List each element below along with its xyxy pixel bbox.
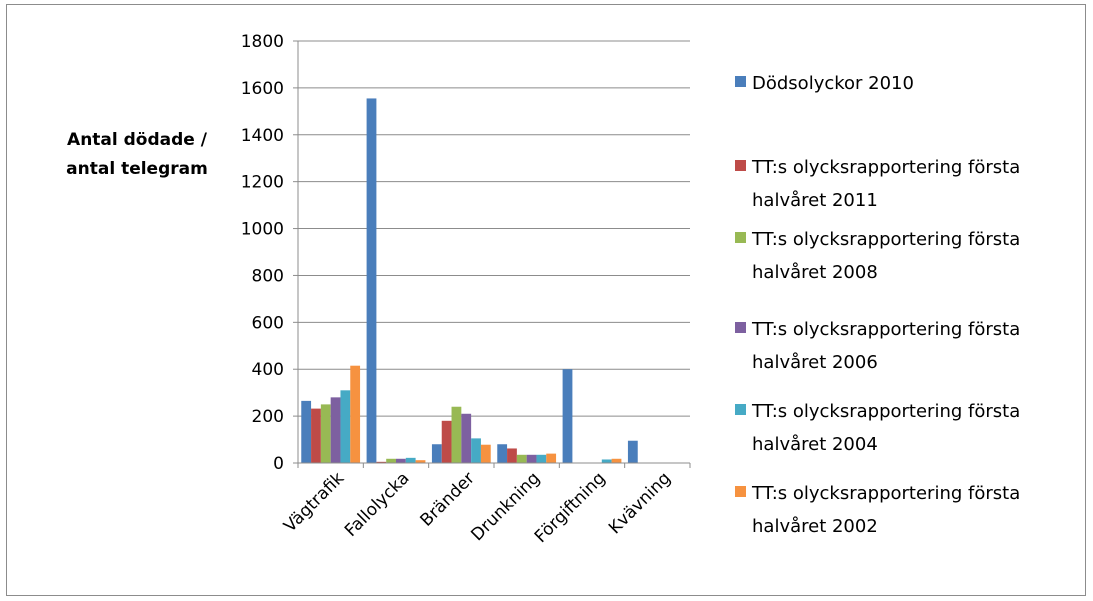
legend-label: Dödsolyckor 2010 <box>752 73 914 94</box>
legend-label: halvåret 2008 <box>752 262 878 283</box>
category-label: Vägtrafik <box>280 468 348 536</box>
bar <box>386 458 396 463</box>
y-axis-label-line: Antal dödade / <box>67 130 208 150</box>
legend-label: halvåret 2011 <box>752 190 878 211</box>
bar <box>330 397 341 463</box>
gridlines <box>293 40 690 464</box>
bar <box>311 408 321 463</box>
legend-label: TT:s olycksrapportering första <box>751 483 1020 504</box>
bar <box>546 453 557 463</box>
y-tick-label: 1400 <box>241 126 284 146</box>
bar <box>627 440 638 463</box>
bar <box>526 454 537 463</box>
bar <box>601 459 612 463</box>
y-tick-label: 1000 <box>241 220 284 240</box>
bar-chart: 0 200 400 600 800 1000 1200 1400 1600 1800 Vägtra… <box>66 32 1020 547</box>
y-tick-label: 400 <box>252 360 284 380</box>
category-label: Bränder <box>417 468 479 530</box>
legend-swatch <box>735 322 746 333</box>
legend-label: TT:s olycksrapportering första <box>751 229 1020 250</box>
category-label: Kvävning <box>605 468 675 538</box>
bar <box>350 365 361 463</box>
y-tick-label: 1200 <box>241 173 284 193</box>
legend-swatch <box>735 404 746 415</box>
bar <box>497 444 508 463</box>
bar <box>366 98 377 463</box>
legend-swatch <box>735 232 746 243</box>
category-label: Fallolycka <box>341 468 414 541</box>
y-tick-label: 0 <box>273 454 284 474</box>
y-axis-label: Antal dödade / antal telegram <box>66 130 208 179</box>
axes <box>297 41 691 468</box>
bar <box>451 406 462 463</box>
legend-label: halvåret 2004 <box>752 434 878 455</box>
bar <box>562 369 573 463</box>
y-tick-label: 200 <box>252 407 284 427</box>
legend-swatch <box>735 160 746 171</box>
bar <box>471 438 481 463</box>
bar <box>611 458 622 463</box>
bar <box>431 444 442 463</box>
y-tick-label: 600 <box>252 313 284 333</box>
bar <box>320 404 331 463</box>
legend: Dödsolyckor 2010 TT:s olycksrapportering … <box>735 73 1020 537</box>
y-axis-label-line: antal telegram <box>66 159 208 179</box>
legend-label: TT:s olycksrapportering första <box>751 401 1020 422</box>
bar <box>480 444 491 463</box>
bar <box>516 454 527 463</box>
y-tick-label: 1600 <box>241 79 284 99</box>
chart-frame: 0 200 400 600 800 1000 1200 1400 1600 1800 Vägtra… <box>6 4 1086 596</box>
y-tick-label: 800 <box>252 266 284 286</box>
legend-label: halvåret 2006 <box>752 352 878 373</box>
category-label: Förgiftning <box>531 468 610 547</box>
y-tick-label: 1800 <box>241 32 284 52</box>
bar <box>376 461 387 463</box>
legend-swatch <box>735 76 746 87</box>
bar <box>396 458 406 463</box>
bar <box>441 420 452 463</box>
bar <box>507 448 517 463</box>
y-tick-labels: 0 200 400 600 800 1000 1200 1400 1600 1800 <box>241 32 284 474</box>
bar <box>340 390 351 463</box>
legend-label: TT:s olycksrapportering första <box>751 157 1020 178</box>
bar <box>536 454 547 463</box>
bar <box>415 460 426 463</box>
bars <box>301 98 638 463</box>
bar <box>301 400 312 463</box>
legend-label: TT:s olycksrapportering första <box>751 319 1020 340</box>
legend-label: halvåret 2002 <box>752 516 878 537</box>
legend-swatch <box>735 486 746 497</box>
bar <box>461 413 472 463</box>
bar <box>405 457 416 463</box>
